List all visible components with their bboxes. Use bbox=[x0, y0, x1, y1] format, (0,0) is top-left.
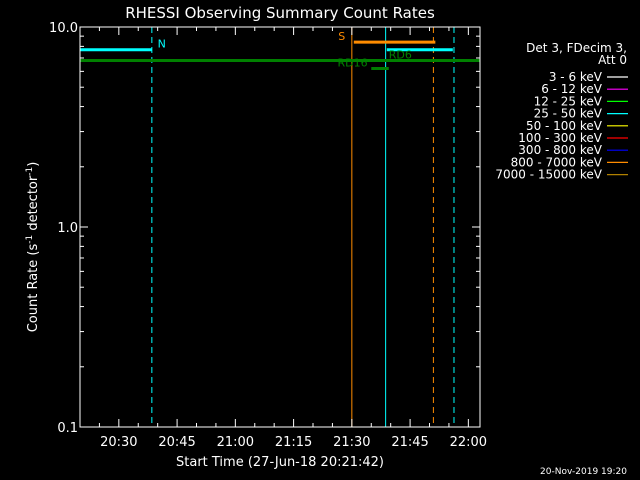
y-axis: 10.0 1.0 0.1 bbox=[49, 21, 480, 436]
x-tick-label-4: 21:30 bbox=[333, 435, 370, 450]
legend-label-7: 800 - 7000 keV bbox=[511, 155, 603, 169]
x-tick-label-3: 21:15 bbox=[275, 435, 312, 450]
annotation-3: RD16 bbox=[337, 57, 367, 70]
x-tick-label-5: 21:45 bbox=[391, 435, 428, 450]
x-axis-label: Start Time (27-Jun-18 20:21:42) bbox=[176, 455, 384, 470]
footer-date: 20-Nov-2019 19:20 bbox=[540, 467, 627, 477]
y-tick-label-0: 10.0 bbox=[49, 21, 78, 36]
legend-label-6: 300 - 800 keV bbox=[518, 143, 602, 157]
x-tick-label-2: 21:00 bbox=[217, 435, 254, 450]
y-axis-label: Count Rate (s-1 detector-1) bbox=[25, 162, 41, 333]
y-tick-label-1: 1.0 bbox=[57, 221, 78, 236]
legend-label-0: 3 - 6 keV bbox=[549, 70, 603, 84]
legend-label-1: 6 - 12 keV bbox=[541, 82, 603, 96]
annotation-1: S bbox=[338, 30, 345, 43]
x-tick-label-0: 20:30 bbox=[100, 435, 137, 450]
legend-label-2: 12 - 25 keV bbox=[534, 94, 603, 108]
legend-header-line-1: Det 3, FDecim 3, bbox=[526, 41, 627, 55]
chart-title: RHESSI Observing Summary Count Rates bbox=[125, 4, 435, 22]
plot-area: N S RD6 RD16 bbox=[79, 27, 480, 427]
legend-header-line-2: Att 0 bbox=[598, 53, 627, 67]
legend-label-5: 100 - 300 keV bbox=[518, 131, 602, 145]
legend-label-4: 50 - 100 keV bbox=[526, 119, 603, 133]
annotation-0: N bbox=[158, 38, 166, 51]
legend-label-8: 7000 - 15000 keV bbox=[495, 168, 602, 182]
x-tick-label-6: 22:00 bbox=[450, 435, 487, 450]
legend-label-3: 25 - 50 keV bbox=[534, 107, 603, 121]
annotation-2: RD6 bbox=[389, 48, 412, 61]
y-tick-label-2: 0.1 bbox=[57, 421, 78, 436]
x-axis: 20:30 20:45 21:00 21:15 21:30 21:45 22:00 bbox=[98, 27, 487, 450]
x-tick-label-1: 20:45 bbox=[158, 435, 195, 450]
